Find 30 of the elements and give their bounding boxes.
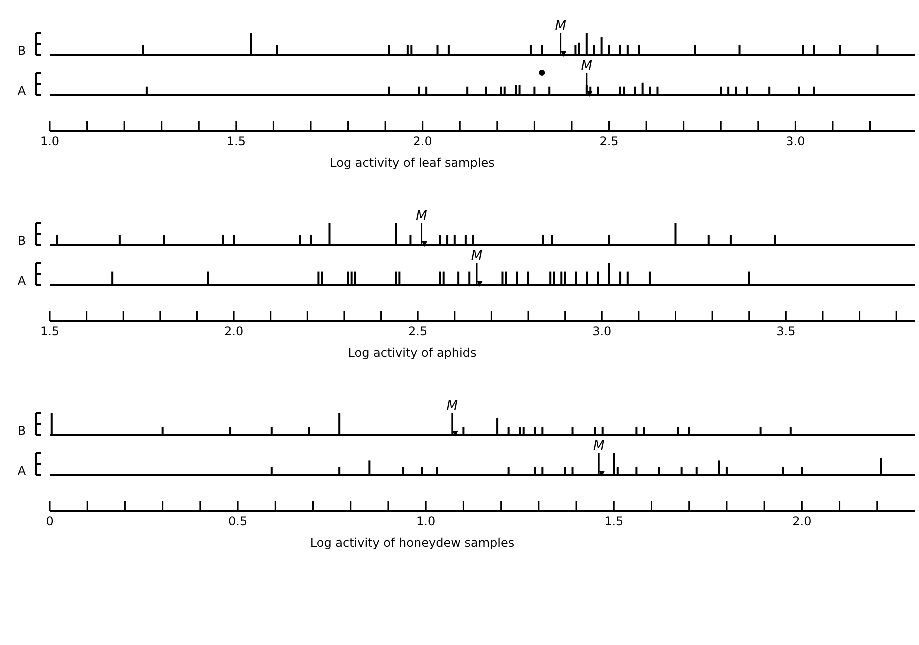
ref-line-label: M bbox=[471, 249, 483, 264]
x-tick-label: 0 bbox=[46, 514, 54, 529]
x-tick-label: 2.0 bbox=[224, 324, 244, 339]
x-tick-label: 1.5 bbox=[226, 134, 246, 149]
x-tick-label: 1.5 bbox=[40, 324, 60, 339]
x-axis-title: Log activity of leaf samples bbox=[330, 156, 495, 170]
x-axis-title: Log activity of aphids bbox=[348, 346, 477, 360]
legend-label: B bbox=[18, 424, 26, 438]
x-tick-label: 2.5 bbox=[408, 324, 428, 339]
legend-label: A bbox=[18, 274, 27, 288]
legend-label: A bbox=[18, 464, 27, 478]
ref-line-label: M bbox=[593, 439, 605, 454]
x-tick-label: 2.0 bbox=[792, 514, 812, 529]
ref-line-label: M bbox=[416, 209, 428, 224]
ref-line-label: M bbox=[581, 59, 593, 74]
x-tick-label: 2.5 bbox=[600, 134, 619, 149]
x-tick-label: 2.0 bbox=[413, 134, 432, 149]
x-tick-label: 3.0 bbox=[592, 324, 612, 339]
legend-label: B bbox=[18, 44, 26, 58]
x-tick-label: 1.5 bbox=[604, 514, 624, 529]
x-tick-label: 0.5 bbox=[228, 514, 248, 529]
legend-label: B bbox=[18, 234, 26, 248]
x-tick-label: 1.0 bbox=[416, 514, 436, 529]
x-tick-label: 3.0 bbox=[786, 134, 806, 149]
x-tick-label: 1.0 bbox=[40, 134, 60, 149]
ref-line-label: M bbox=[446, 399, 458, 414]
legend-label: A bbox=[18, 84, 27, 98]
x-axis-title: Log activity of honeydew samples bbox=[310, 536, 515, 550]
ref-line-label: M bbox=[555, 19, 566, 34]
x-tick-label: 3.5 bbox=[776, 324, 796, 339]
